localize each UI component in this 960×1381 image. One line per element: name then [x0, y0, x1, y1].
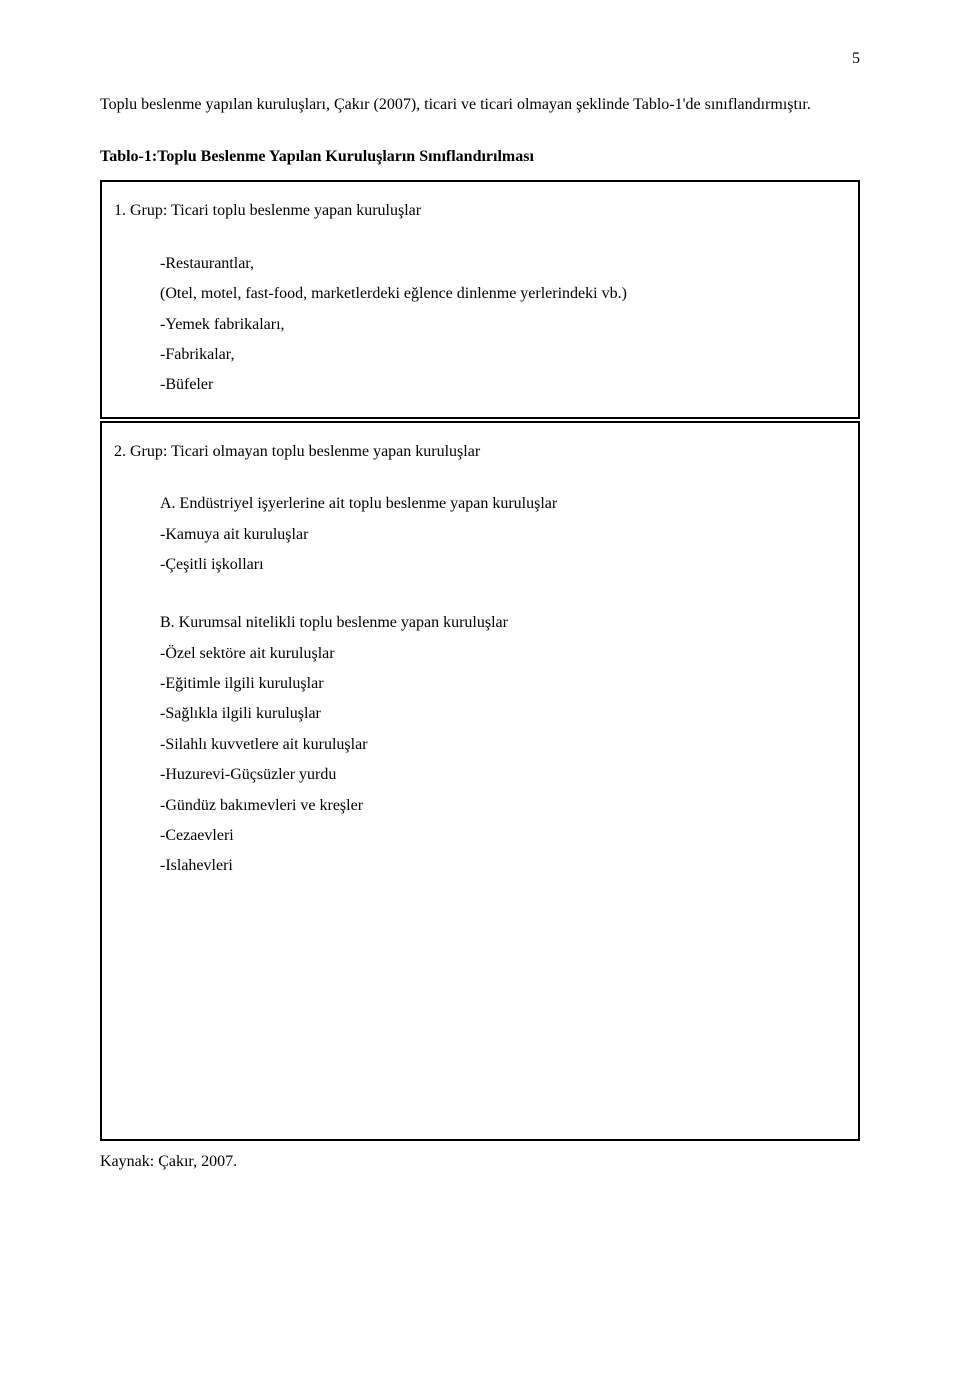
group-1-item: -Büfeler [160, 370, 846, 400]
group-1-box: 1. Grup: Ticari toplu beslenme yapan kur… [100, 180, 860, 418]
section-a-heading: A. Endüstriyel işyerlerine ait toplu bes… [160, 489, 846, 519]
section-b-heading: B. Kurumsal nitelikli toplu beslenme yap… [160, 608, 846, 638]
group-1-header: 1. Grup: Ticari toplu beslenme yapan kur… [114, 196, 846, 226]
intro-paragraph: Toplu beslenme yapılan kuruluşları, Çakı… [100, 90, 860, 120]
section-b-item: -Eğitimle ilgili kuruluşlar [160, 669, 846, 699]
group-1-item: -Restaurantlar, [160, 249, 846, 279]
group-2-box: 2. Grup: Ticari olmayan toplu beslenme y… [100, 421, 860, 1141]
section-b-item: -Sağlıkla ilgili kuruluşlar [160, 699, 846, 729]
section-b-item: -Gündüz bakımevleri ve kreşler [160, 791, 846, 821]
section-b-item: -Silahlı kuvvetlere ait kuruluşlar [160, 730, 846, 760]
group-1-item: (Otel, motel, fast-food, marketlerdeki e… [160, 279, 846, 309]
section-b-item: -Islahevleri [160, 851, 846, 881]
section-a-item: -Kamuya ait kuruluşlar [160, 520, 846, 550]
table-title-text: Toplu Beslenme Yapılan Kuruluşların Sını… [157, 148, 534, 165]
spacer [114, 580, 846, 608]
section-b-item: -Huzurevi-Güçsüzler yurdu [160, 760, 846, 790]
section-b-item: -Cezaevleri [160, 821, 846, 851]
group-1-item: -Fabrikalar, [160, 340, 846, 370]
table-title-prefix: Tablo-1: [100, 148, 157, 165]
source-citation: Kaynak: Çakır, 2007. [100, 1153, 860, 1171]
page-number: 5 [852, 50, 860, 68]
section-b-item: -Özel sektöre ait kuruluşlar [160, 639, 846, 669]
table-title: Tablo-1:Toplu Beslenme Yapılan Kuruluşla… [100, 148, 860, 166]
group-1-item: -Yemek fabrikaları, [160, 310, 846, 340]
section-a-item: -Çeşitli işkolları [160, 550, 846, 580]
group-2-header: 2. Grup: Ticari olmayan toplu beslenme y… [114, 437, 846, 467]
